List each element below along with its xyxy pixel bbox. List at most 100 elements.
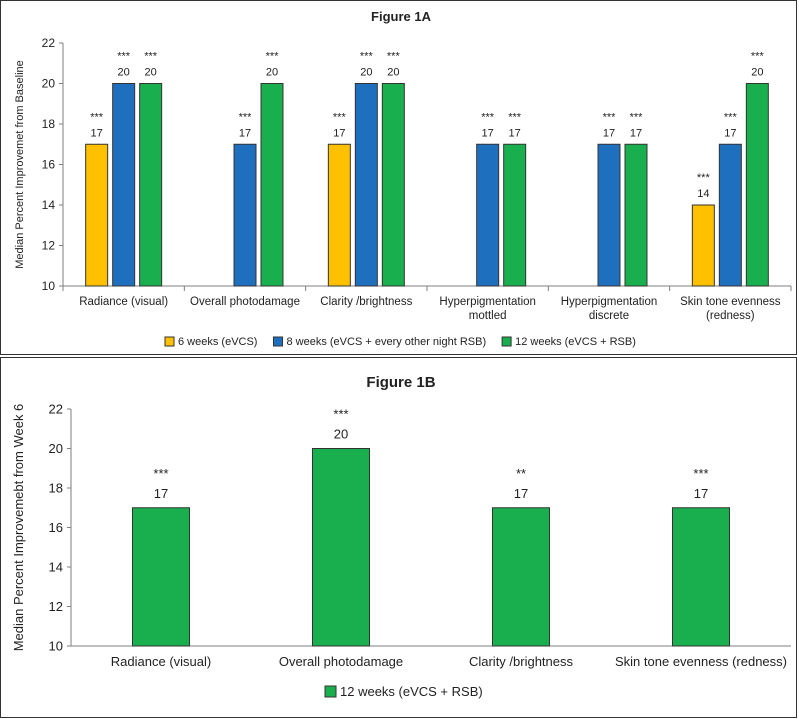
bar bbox=[112, 83, 136, 287]
significance-label: *** bbox=[266, 51, 280, 63]
x-category-label: Radiance (visual) bbox=[79, 296, 168, 308]
legend-swatch bbox=[272, 336, 283, 347]
bar-value-label: 20 bbox=[387, 67, 399, 79]
significance-label: *** bbox=[333, 407, 348, 422]
bar-value-label: 17 bbox=[603, 127, 615, 139]
significance-label: *** bbox=[751, 51, 765, 63]
legend-swatch bbox=[324, 685, 337, 698]
bar bbox=[745, 83, 769, 287]
legend-label: 6 weeks (eVCS) bbox=[178, 336, 257, 348]
significance-label: *** bbox=[117, 51, 131, 63]
bar bbox=[718, 143, 742, 287]
bar-value-label: 17 bbox=[694, 486, 708, 501]
bar bbox=[327, 143, 351, 287]
significance-label: *** bbox=[360, 51, 374, 63]
chart-title: Figure 1A bbox=[371, 9, 432, 24]
bar bbox=[132, 507, 190, 647]
y-axis-label: Median Percent Improvemebt from Week 6 bbox=[11, 404, 26, 652]
x-category-label: Overall photodamage bbox=[190, 296, 300, 308]
figure-1a-chart: Figure 1A Median Percent Improvemet from … bbox=[14, 9, 792, 348]
bar bbox=[503, 143, 527, 287]
chart-title: Figure 1B bbox=[366, 374, 435, 391]
x-category-label: Radiance (visual) bbox=[111, 654, 211, 669]
bar-value-label: 17 bbox=[630, 127, 642, 139]
legend-label: 12 weeks (eVCS + RSB) bbox=[515, 336, 636, 348]
bar bbox=[476, 143, 500, 287]
bar-value-label: 17 bbox=[239, 127, 251, 139]
bar bbox=[85, 143, 109, 287]
bar-value-label: 17 bbox=[91, 127, 103, 139]
significance-label: *** bbox=[724, 111, 738, 123]
significance-label: *** bbox=[603, 111, 617, 123]
bar-value-label: 20 bbox=[145, 67, 157, 79]
bar bbox=[260, 83, 284, 287]
bar bbox=[492, 507, 550, 647]
legend-swatch bbox=[501, 336, 512, 347]
significance-label: *** bbox=[144, 51, 158, 63]
bar-value-label: 17 bbox=[724, 127, 736, 139]
significance-label: *** bbox=[387, 51, 401, 63]
bar bbox=[354, 83, 378, 287]
significance-label: ** bbox=[516, 466, 526, 481]
x-category-label: Skin tone evenness (redness) bbox=[615, 654, 787, 669]
x-category-label: Skin tone evenness bbox=[680, 296, 781, 308]
bar-value-label: 17 bbox=[482, 127, 494, 139]
bar-value-label: 17 bbox=[509, 127, 521, 139]
bar-value-label: 20 bbox=[266, 67, 278, 79]
x-category-label: mottled bbox=[469, 310, 507, 322]
legend-swatch bbox=[164, 336, 175, 347]
x-category-label: (redness) bbox=[706, 310, 755, 322]
x-category-label: Overall photodamage bbox=[279, 654, 403, 669]
bar-value-label: 20 bbox=[751, 67, 763, 79]
x-category-label: Hyperpigmentation bbox=[561, 296, 658, 308]
y-tick-label: 20 bbox=[42, 77, 56, 91]
significance-label: *** bbox=[153, 466, 168, 481]
bar bbox=[597, 143, 621, 287]
bar bbox=[691, 204, 715, 287]
bar-value-label: 20 bbox=[118, 67, 130, 79]
y-tick-label: 18 bbox=[42, 117, 56, 131]
figure-1b-chart: Figure 1B Median Percent Improvemebt from… bbox=[11, 374, 791, 699]
bar-value-label: 20 bbox=[360, 67, 372, 79]
significance-label: *** bbox=[693, 466, 708, 481]
y-tick-label: 10 bbox=[42, 279, 56, 293]
y-axis-label: Median Percent Improvemet from Baseline bbox=[14, 60, 26, 268]
figure-1b-panel: Figure 1B Median Percent Improvemebt from… bbox=[0, 357, 797, 718]
y-tick-label: 22 bbox=[42, 36, 56, 50]
significance-label: *** bbox=[239, 111, 253, 123]
significance-label: *** bbox=[481, 111, 495, 123]
bar-value-label: 17 bbox=[514, 486, 528, 501]
legend-label: 8 weeks (eVCS + every other night RSB) bbox=[286, 336, 486, 348]
y-tick-label: 12 bbox=[42, 239, 56, 253]
y-tick-label: 20 bbox=[49, 441, 63, 456]
bar bbox=[381, 83, 405, 287]
y-tick-label: 12 bbox=[49, 599, 63, 614]
y-tick-label: 22 bbox=[49, 402, 63, 417]
y-tick-label: 14 bbox=[42, 198, 56, 212]
x-category-label: Hyperpigmentation bbox=[439, 296, 536, 308]
x-category-label: Clarity /brightness bbox=[320, 296, 412, 308]
y-tick-label: 10 bbox=[49, 639, 63, 654]
significance-label: *** bbox=[697, 172, 711, 184]
significance-label: *** bbox=[90, 111, 104, 123]
x-category-label: Clarity /brightness bbox=[469, 654, 574, 669]
bar-value-label: 14 bbox=[697, 188, 709, 200]
bar bbox=[672, 507, 730, 647]
bar bbox=[139, 83, 163, 287]
legend-label: 12 weeks (eVCS + RSB) bbox=[340, 684, 483, 699]
y-tick-label: 16 bbox=[42, 158, 56, 172]
y-tick-label: 14 bbox=[49, 560, 63, 575]
bar bbox=[624, 143, 648, 287]
bar-value-label: 17 bbox=[333, 127, 345, 139]
x-category-label: discrete bbox=[589, 310, 629, 322]
bar-value-label: 20 bbox=[334, 427, 348, 442]
bar bbox=[233, 143, 257, 287]
significance-label: *** bbox=[333, 111, 347, 123]
figure-1a-panel: Figure 1A Median Percent Improvemet from … bbox=[0, 0, 797, 355]
bar-value-label: 17 bbox=[154, 486, 168, 501]
significance-label: *** bbox=[630, 111, 644, 123]
bar bbox=[312, 448, 370, 647]
y-tick-label: 18 bbox=[49, 481, 63, 496]
significance-label: *** bbox=[508, 111, 522, 123]
y-tick-label: 16 bbox=[49, 520, 63, 535]
